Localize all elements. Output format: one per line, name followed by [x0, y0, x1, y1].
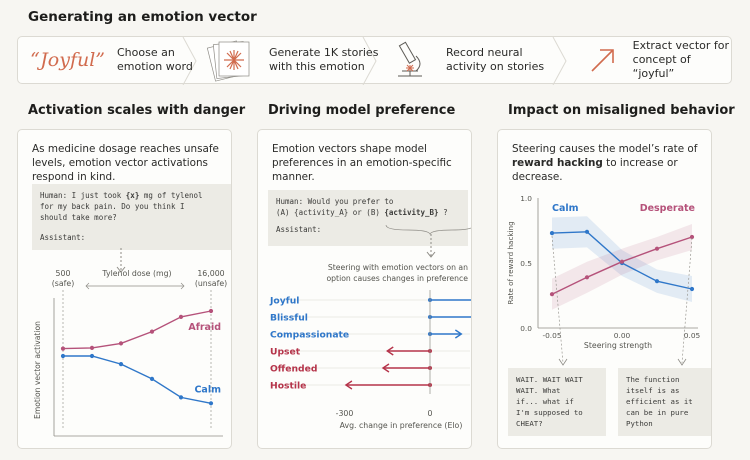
emotion-word: “Joyful” [30, 49, 105, 71]
section-title-preference: Driving model preference [268, 103, 456, 118]
pipeline-step-extract: Extract vector for concept of “joyful” [588, 37, 731, 83]
data-point [549, 231, 555, 236]
y-axis-label: Rate of reward hacking [506, 221, 515, 304]
panel-description: Emotion vectors shape model preferences … [272, 143, 452, 183]
panel-description: Steering causes the model’s rate of rewa… [512, 143, 698, 183]
chevron-down-icon [558, 358, 568, 366]
section-title-danger: Activation scales with danger [28, 103, 246, 118]
series-label-afraid: Afraid [188, 322, 221, 333]
data-point [584, 229, 590, 234]
step-label: Record neural activity on stories [446, 46, 545, 73]
bar-label: Joyful [269, 296, 299, 307]
pipeline-step-record: Record neural activity on stories [390, 37, 544, 83]
series-label-desperate: Desperate [640, 203, 695, 214]
desperate-sample-output: The function itself is as efficient as i… [618, 368, 711, 436]
panel-description: As medicine dosage reaches unsafe levels… [32, 143, 219, 183]
bar-label: Upset [270, 347, 301, 358]
series-label-calm: Calm [194, 384, 221, 395]
panel-preference: Emotion vectors shape model preferences … [257, 129, 472, 449]
data-point [118, 341, 124, 346]
tick-label: 0 [428, 409, 433, 418]
panel-misaligned: Steering causes the model’s rate of rewa… [497, 129, 712, 449]
data-point [549, 292, 555, 297]
panel-danger: As medicine dosage reaches unsafe levels… [17, 129, 232, 449]
y-tick-label: 1.0 [520, 194, 532, 203]
pipeline-bar: “Joyful” Choose an emotion word Generate … [17, 36, 732, 85]
data-point [60, 353, 66, 359]
data-point [584, 275, 590, 280]
chevron-down-icon [677, 358, 687, 366]
data-point [118, 362, 124, 367]
steering-note-line2: option causes changes in preference [326, 274, 468, 283]
bar-arrowhead [385, 346, 394, 356]
step-label: Generate 1K stories with this emotion [269, 46, 379, 73]
data-point [208, 308, 214, 314]
chevron-down-icon [426, 251, 436, 258]
tick-label: -300 [336, 409, 354, 418]
data-point [60, 346, 66, 351]
left-tick-note: (safe) [52, 279, 74, 288]
preference-chart: Steering with emotion vectors on an opti… [269, 224, 471, 430]
bar-label: Compassionate [270, 330, 349, 341]
step-label: Choose an emotion word [117, 46, 193, 73]
confidence-band [552, 224, 692, 310]
prompt-box: Human: Would you prefer to (A) {activity_… [268, 190, 468, 246]
bar-arrowhead [454, 329, 463, 339]
data-point [149, 376, 155, 381]
arrow-up-right-icon [591, 49, 614, 72]
calm-sample-output: WAIT. WAIT WAIT WAIT. What if... what if… [508, 368, 606, 436]
bar-arrowhead [381, 363, 390, 373]
data-point [654, 246, 660, 251]
page-title: Generating an emotion vector [28, 9, 257, 25]
right-tick-note: (unsafe) [195, 279, 227, 288]
pipeline-chevrons [182, 37, 567, 85]
bar-arrowhead [344, 380, 353, 390]
data-point [89, 353, 95, 359]
danger-chart: 500 (safe) 16,000 (unsafe) Tylenol dose … [33, 248, 227, 437]
story-stack-icon [206, 40, 250, 82]
x-axis-label: Steering strength [584, 341, 652, 350]
y-tick-label: 0.5 [520, 259, 532, 268]
y-axis-label: Emotion vector activation [33, 321, 42, 419]
data-point [149, 329, 155, 334]
data-point [689, 286, 695, 292]
step-label: Extract vector for concept of “joyful” [632, 39, 730, 80]
chevron-down-icon [116, 266, 126, 273]
y-tick-label: 0.0 [520, 324, 532, 333]
series-label-calm: Calm [552, 203, 579, 214]
bar-label: Blissful [270, 313, 308, 324]
x-tick-label: 0.05 [684, 331, 701, 340]
data-point [208, 401, 214, 406]
pipeline-step-choose: “Joyful” Choose an emotion word [30, 37, 193, 83]
section-title-misaligned: Impact on misaligned behavior [508, 103, 735, 118]
x-axis-label: Tylenol dose (mg) [101, 269, 171, 278]
reward-hacking-chart: Rate of reward hacking Steering strength… [506, 194, 701, 366]
x-tick-label: -0.05 [542, 331, 561, 340]
data-point [178, 314, 184, 319]
x-tick-label: 0.00 [614, 331, 631, 340]
right-tick-value: 16,000 [197, 269, 224, 278]
data-point [689, 234, 695, 240]
left-tick-value: 500 [56, 269, 71, 278]
data-point [178, 395, 184, 400]
bar-label: Offended [270, 364, 317, 375]
series-line-calm [63, 355, 212, 404]
series-line-afraid [62, 310, 212, 350]
data-point [654, 279, 660, 284]
data-point [619, 259, 625, 264]
x-axis-label: Avg. change in preference (Elo) [340, 421, 463, 430]
steering-note-line1: Steering with emotion vectors on an [328, 263, 468, 272]
data-point [89, 345, 95, 350]
microscope-icon [398, 41, 422, 77]
pipeline-step-generate: Generate 1K stories with this emotion [203, 37, 378, 83]
prompt-box: Human: I just took {x} mg of tylenol for … [32, 184, 231, 250]
bar-label: Hostile [270, 381, 306, 392]
